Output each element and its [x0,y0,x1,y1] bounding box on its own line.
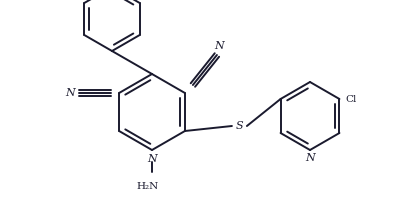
Text: Cl: Cl [345,95,357,103]
Text: N: N [147,154,157,164]
Text: N: N [305,153,315,163]
Text: N: N [65,88,75,98]
Text: N: N [214,41,224,51]
Text: S: S [236,121,244,131]
Text: H₂N: H₂N [137,182,159,191]
